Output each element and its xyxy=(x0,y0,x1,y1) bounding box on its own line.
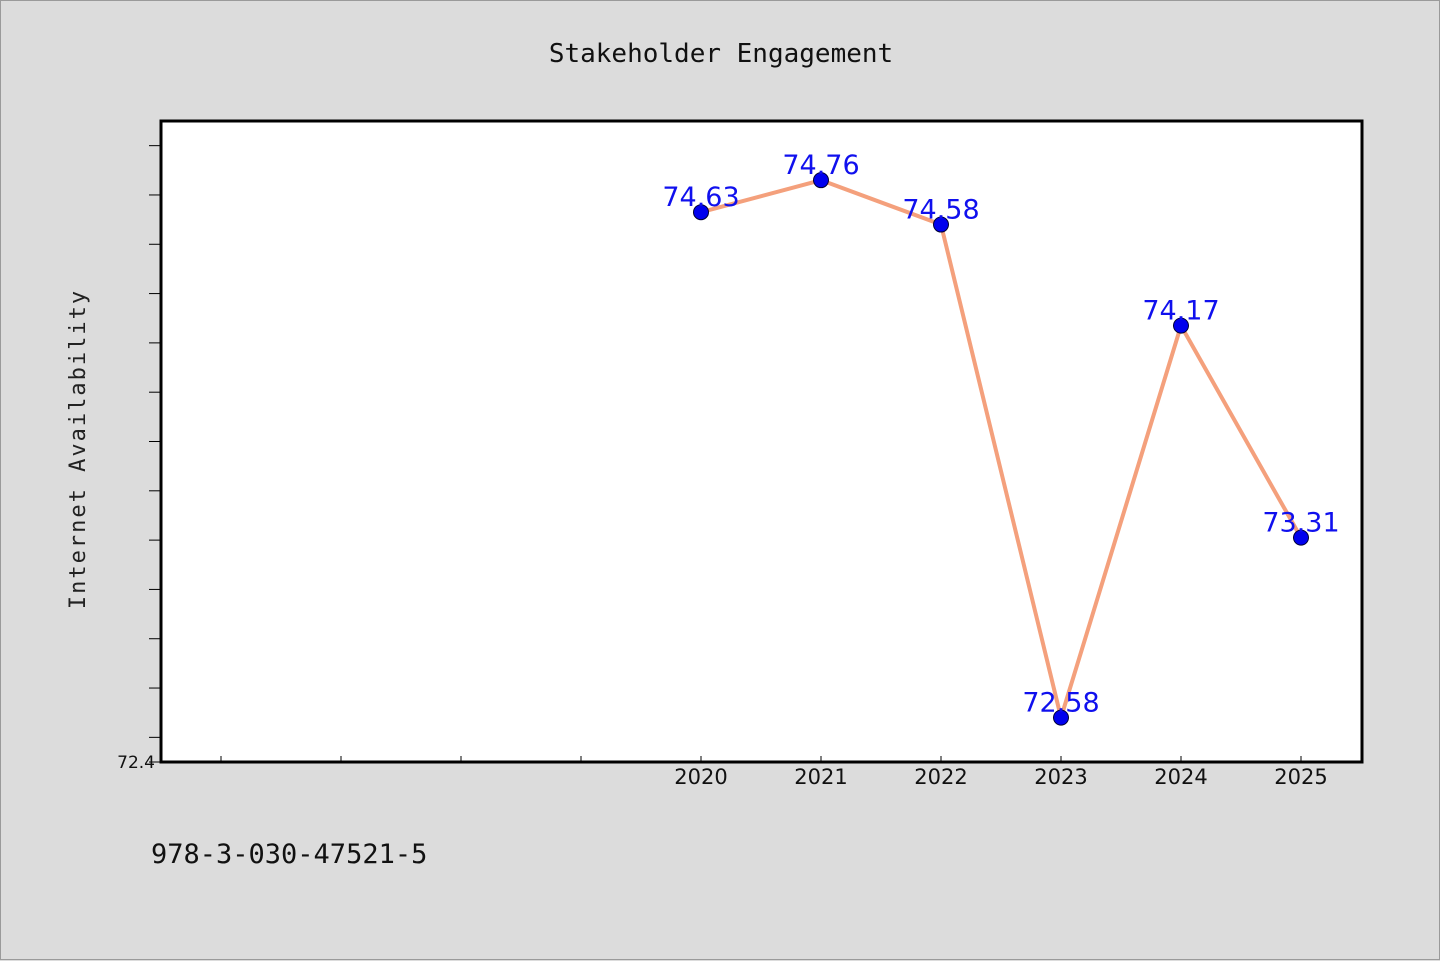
data-point xyxy=(1053,709,1069,726)
x-tick-label: 2025 xyxy=(1274,765,1327,789)
data-point xyxy=(693,204,709,221)
x-tick-label: 2024 xyxy=(1154,765,1207,789)
data-label: 74.76 xyxy=(782,150,859,181)
data-label: 72.58 xyxy=(1022,688,1099,719)
x-tick-label: 2022 xyxy=(914,765,967,789)
footer-identifier: 978-3-030-47521-5 xyxy=(151,839,427,870)
data-label: 74.17 xyxy=(1142,296,1219,327)
x-tick-label: 2023 xyxy=(1034,765,1087,789)
y-axis-ticks: 72.4 xyxy=(117,145,161,773)
data-label: 73.31 xyxy=(1262,508,1339,539)
data-point xyxy=(1173,317,1189,334)
data-labels: 74.63 74.76 74.58 72.58 74.17 73.31 xyxy=(662,150,1339,718)
y-tick-label: 72.4 xyxy=(117,753,155,773)
x-axis-ticks: 2020 2021 2022 2023 2024 2025 xyxy=(220,756,1328,789)
data-label: 74.58 xyxy=(902,195,979,226)
x-tick-label: 2021 xyxy=(794,765,847,789)
x-tick-label: 2020 xyxy=(674,765,727,789)
data-point xyxy=(813,172,829,189)
data-point xyxy=(933,216,949,233)
series-line xyxy=(700,178,1303,720)
y-axis-label: Internet Availability xyxy=(66,289,91,609)
plot-area xyxy=(159,119,1364,764)
data-label: 74.63 xyxy=(662,182,739,213)
data-points xyxy=(693,172,1309,726)
chart-title: Stakeholder Engagement xyxy=(549,39,893,69)
data-point xyxy=(1293,529,1309,546)
